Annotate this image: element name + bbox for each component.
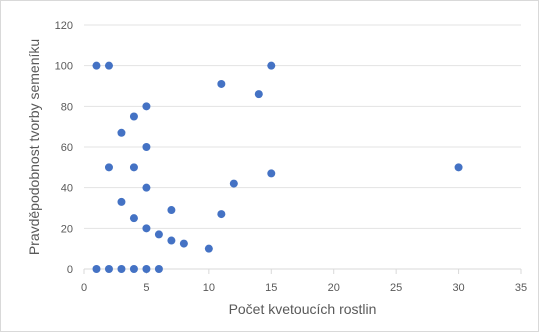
- data-point: [117, 197, 126, 206]
- data-point: [179, 239, 188, 248]
- data-point: [229, 179, 238, 188]
- data-point: [129, 163, 138, 172]
- data-point: [217, 79, 226, 88]
- data-point: [142, 224, 151, 233]
- data-point: [104, 163, 113, 172]
- y-tick-label: 80: [61, 101, 73, 113]
- x-tick-label: 10: [203, 282, 215, 294]
- x-tick-label: 15: [265, 282, 277, 294]
- x-axis-title: Počet kvetoucích rostlin: [229, 301, 377, 317]
- data-point: [117, 265, 126, 273]
- y-tick-label: 60: [61, 142, 73, 154]
- data-point: [454, 163, 463, 172]
- y-axis-ticks: 0 20 40 60 80 100 120: [55, 20, 73, 276]
- x-axis-ticks: 0 5 10 15 20 25 30 35: [81, 269, 527, 294]
- x-tick-label: 30: [452, 282, 464, 294]
- data-point: [254, 90, 263, 99]
- gridlines: [84, 24, 521, 270]
- y-tick-label: 20: [61, 223, 73, 235]
- data-point: [129, 214, 138, 223]
- data-point: [217, 210, 226, 219]
- data-point: [204, 244, 213, 253]
- data-point: [267, 169, 276, 178]
- x-tick-label: 0: [81, 282, 87, 294]
- data-point: [117, 128, 126, 137]
- x-tick-label: 35: [515, 282, 527, 294]
- data-point: [92, 61, 101, 70]
- data-point: [154, 265, 163, 273]
- data-point: [104, 61, 113, 70]
- data-point: [142, 143, 151, 151]
- data-point: [267, 61, 276, 70]
- x-tick-label: 25: [390, 282, 402, 294]
- data-points: [92, 61, 463, 273]
- y-tick-label: 40: [61, 183, 73, 195]
- data-point: [129, 265, 138, 273]
- y-axis-title: Pravděpodobnost tvorby semeníku: [26, 39, 42, 255]
- y-tick-label: 0: [67, 264, 73, 276]
- data-point: [167, 236, 176, 245]
- y-tick-label: 120: [55, 20, 73, 32]
- data-point: [167, 206, 176, 215]
- data-point: [129, 112, 138, 121]
- data-point: [142, 183, 151, 192]
- data-point: [92, 265, 101, 273]
- x-tick-label: 5: [143, 282, 149, 294]
- x-tick-label: 20: [328, 282, 340, 294]
- data-point: [142, 265, 151, 273]
- data-point: [104, 265, 113, 273]
- data-point: [142, 102, 151, 111]
- y-tick-label: 100: [55, 61, 73, 73]
- data-point: [154, 230, 163, 239]
